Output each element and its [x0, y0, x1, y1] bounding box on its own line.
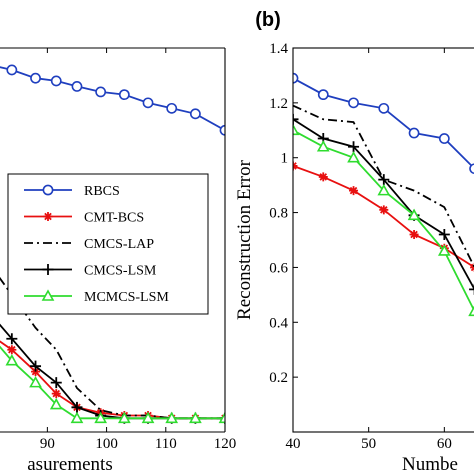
- panel-a-plot-area: [0, 64, 225, 424]
- panel-a-point-mcmcs-lsm: [29, 375, 42, 388]
- legend-marker-rbcs: [42, 184, 54, 196]
- panel-a-point-cmt-bcs: [7, 345, 17, 355]
- panel-a-point-mcmcs-lsm: [5, 354, 19, 366]
- legend-box: [7, 173, 209, 315]
- panel-a-point-mcmcs-lsm: [70, 411, 84, 424]
- panel-b-point-cmcs-lsm: [293, 113, 299, 125]
- panel-a-point-cmcs-lsm: [50, 377, 62, 389]
- panel-b-ytick-label: 1.4: [269, 41, 288, 57]
- panel-a-xtick-label: 100: [95, 436, 118, 452]
- legend-label-cmcs-lap: CMCS-LAP: [84, 237, 154, 252]
- panel-b-line-cmcs-lap: [293, 104, 474, 269]
- panel-b-frame: [292, 47, 474, 433]
- legend-label-cmcs-lsm: CMCS-LSM: [84, 264, 157, 279]
- panel-b: 40 50 60 0.2 0.4 0.6 0.8 1 1.2 1.4 Numbe Reconstruc…: [234, 41, 474, 474]
- panel-b-point-rbcs: [438, 133, 450, 144]
- panel-b-label: (b): [255, 9, 281, 31]
- panel-a-point-mcmcs-lsm: [218, 411, 225, 424]
- panel-b-point-mcmcs-lsm: [293, 123, 300, 136]
- panel-a: 90 100 110 120 asurements: [0, 47, 237, 474]
- panel-b-point-rbcs: [469, 163, 474, 175]
- panel-a-point-cmt-bcs: [51, 389, 61, 399]
- panel-b-xtick-label: 40: [286, 436, 301, 452]
- panel-a-point-rbcs: [142, 97, 154, 109]
- panel-a-point-rbcs: [71, 81, 83, 92]
- panel-b-point-cmt-bcs: [318, 172, 328, 182]
- panel-b-point-rbcs: [293, 72, 299, 84]
- panel-b-point-rbcs: [348, 97, 359, 109]
- legend-marker-cmcs-lsm: [42, 264, 54, 275]
- panel-b-xtick-label: 50: [361, 436, 376, 452]
- panel-a-point-rbcs: [30, 72, 41, 84]
- panel-a-point-rbcs: [189, 108, 201, 120]
- panel-b-ytick-label: 1: [281, 151, 289, 167]
- legend-marker-mcmcs-lsm: [41, 289, 55, 301]
- panel-a-line-cmcs-lsm: [0, 323, 225, 420]
- panel-b-point-rbcs: [378, 102, 390, 114]
- panel-b-point-cmcs-lsm: [378, 174, 390, 186]
- panel-a-point-rbcs: [6, 64, 18, 76]
- panel-b-point-cmcs-lsm: [438, 229, 450, 241]
- panel-a-point-cmcs-lsm: [6, 333, 18, 345]
- legend-label-cmt-bcs: CMT-BCS: [84, 211, 144, 226]
- panel-a-point-mcmcs-lsm: [141, 411, 155, 424]
- panel-b-point-cmt-bcs: [379, 205, 389, 215]
- panel-a-point-cmcs-lsm: [30, 360, 42, 372]
- panel-b-ytick-label: 1.2: [269, 96, 288, 112]
- panel-b-point-mcmcs-lsm: [316, 140, 330, 152]
- panel-a-line-cmt-bcs: [0, 340, 225, 420]
- panel-b-point-mcmcs-lsm: [377, 183, 391, 196]
- panel-b-plot-area: [293, 72, 474, 317]
- panel-a-point-mcmcs-lsm: [165, 411, 179, 424]
- panel-b-point-cmcs-lsm: [348, 141, 360, 153]
- panel-b-point-mcmcs-lsm: [347, 151, 360, 163]
- panel-b-ytick-label: 0.2: [269, 370, 288, 386]
- panel-b-point-rbcs: [408, 127, 420, 139]
- panel-b-point-cmt-bcs: [409, 230, 419, 240]
- panel-a-xtick-label: 110: [155, 436, 177, 452]
- panel-a-point-rbcs: [95, 86, 107, 98]
- panel-a-point-mcmcs-lsm: [94, 411, 108, 424]
- panel-b-point-rbcs: [317, 89, 329, 101]
- panel-a-point-cmcs-lsm: [71, 401, 83, 413]
- panel-b-point-cmt-bcs: [349, 186, 359, 196]
- panel-a-point-rbcs: [50, 75, 62, 87]
- panel-b-point-mcmcs-lsm: [407, 208, 421, 221]
- panel-b-ytick-label: 0.8: [269, 206, 288, 222]
- panel-a-point-rbcs: [118, 89, 130, 101]
- panel-a-point-mcmcs-lsm: [49, 397, 63, 410]
- panel-a-xtick-label: 120: [214, 436, 237, 452]
- panel-b-xtick-label: 60: [437, 436, 452, 452]
- panel-b-xlabel: Numbe: [402, 454, 458, 474]
- panel-b-point-mcmcs-lsm: [437, 244, 451, 256]
- panel-b-ylabel: Reconstruction Error: [234, 159, 255, 320]
- panel-a-point-rbcs: [166, 102, 178, 114]
- panel-b-point-cmcs-lsm: [469, 283, 474, 295]
- legend-label-rbcs: RBCS: [84, 184, 120, 199]
- panel-a-line-mcmcs-lsm: [0, 345, 225, 420]
- panel-a-xlabel: asurements: [27, 454, 112, 474]
- panel-b-point-mcmcs-lsm: [468, 305, 474, 317]
- panel-a-point-mcmcs-lsm: [117, 411, 131, 424]
- panel-b-ytick-label: 0.4: [269, 315, 288, 331]
- panel-b-line-cmcs-lsm: [293, 118, 474, 291]
- legend: RBCS CMT-BCS CMCS-LAP CMCS-LSM MCMCS-LSM: [7, 173, 209, 315]
- legend-marker-cmt-bcs: [43, 212, 53, 221]
- legend-label-mcmcs-lsm: MCMCS-LSM: [84, 290, 169, 305]
- panel-a-point-mcmcs-lsm: [189, 411, 202, 424]
- panel-a-xtick-label: 90: [40, 436, 55, 452]
- panel-b-ytick-label: 0.6: [269, 260, 288, 276]
